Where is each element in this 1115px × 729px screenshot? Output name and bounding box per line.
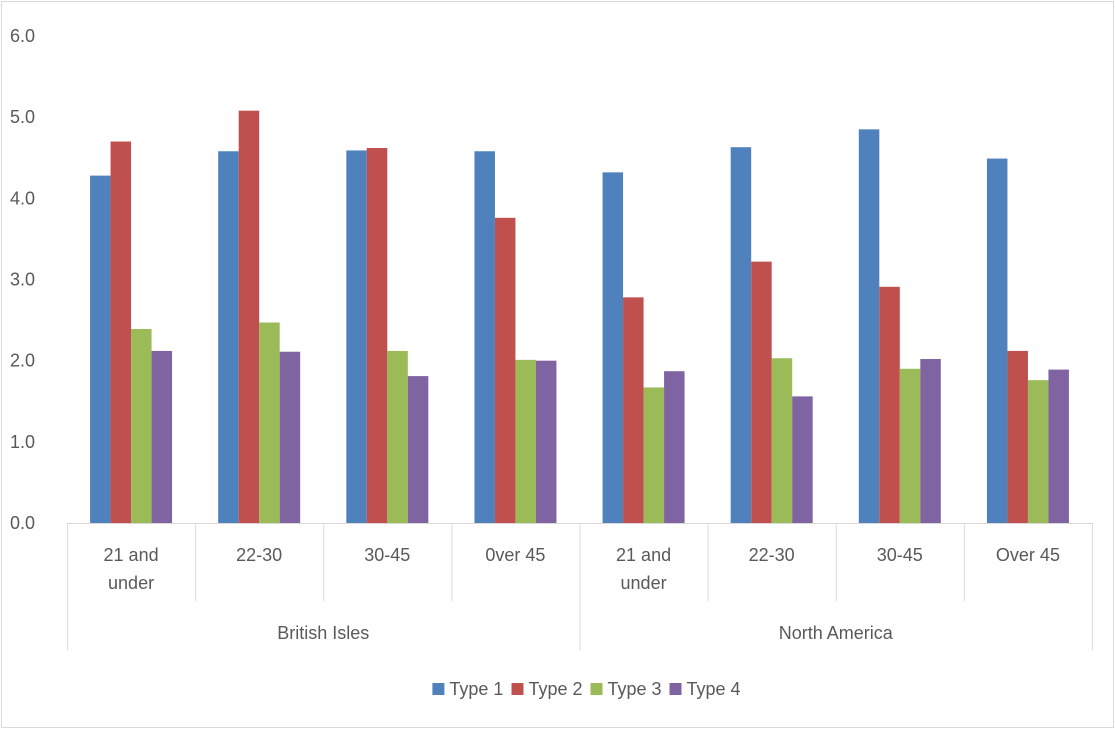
x-category-label: 30-45	[877, 545, 923, 565]
bar-type-4	[535, 360, 557, 523]
chart-bars	[90, 110, 1069, 524]
legend-label: Type 1	[449, 679, 503, 699]
bar-type-3	[899, 368, 921, 523]
bar-type-2	[623, 297, 644, 523]
y-tick-label: 3.0	[10, 270, 35, 290]
x-axis-labels: 21 and under 22-30 30-45 0ver 45 21 and under 2…	[104, 545, 1060, 643]
legend-swatch	[432, 683, 445, 695]
bar-type-4	[920, 359, 941, 523]
bar-type-2	[1007, 350, 1028, 523]
bar-type-3	[1027, 380, 1049, 523]
bar-type-3	[131, 329, 152, 523]
bar-type-4	[1048, 369, 1069, 523]
bar-type-2	[238, 110, 260, 524]
bar-type-1	[90, 175, 111, 524]
x-category-label: 30-45	[364, 545, 410, 565]
y-axis-labels: 0.0 1.0 2.0 3.0 4.0 5.0 6.0	[10, 26, 35, 533]
x-category-label: 21 and	[104, 545, 159, 565]
y-tick-label: 5.0	[10, 107, 35, 127]
x-axis	[67, 523, 1093, 650]
legend-item: Type 2	[511, 679, 583, 699]
legend-swatch	[590, 683, 603, 695]
x-category-label: 22-30	[749, 545, 795, 565]
x-category-label: 0ver 45	[485, 545, 545, 565]
x-category-label: Over 45	[996, 545, 1060, 565]
x-category-label: 21 and	[616, 545, 671, 565]
bar-type-1	[986, 158, 1008, 523]
legend: Type 1 Type 2 Type 3 Type 4	[432, 679, 741, 699]
bar-type-2	[366, 148, 388, 523]
x-category-label: under	[108, 573, 154, 593]
bar-type-1	[602, 172, 624, 524]
bar-type-4	[664, 371, 685, 523]
bar-type-3	[771, 358, 793, 523]
bar-type-3	[515, 359, 536, 523]
bar-type-2	[494, 217, 516, 523]
legend-label: Type 3	[608, 679, 662, 699]
y-tick-label: 2.0	[10, 351, 35, 371]
legend-item: Type 1	[432, 679, 503, 699]
x-category-label: under	[621, 573, 667, 593]
bar-type-4	[792, 396, 813, 523]
x-group-label: British Isles	[277, 623, 369, 643]
y-tick-label: 4.0	[10, 188, 35, 208]
legend-label: Type 4	[687, 679, 741, 699]
bar-type-4	[407, 376, 429, 523]
bar-type-1	[346, 150, 367, 523]
y-tick-label: 1.0	[10, 432, 35, 452]
legend-swatch	[669, 683, 682, 695]
y-tick-label: 6.0	[10, 26, 35, 46]
bar-type-2	[751, 261, 772, 523]
legend-swatch	[511, 683, 524, 695]
legend-label: Type 2	[529, 679, 583, 699]
bar-type-4	[151, 350, 173, 523]
bar-type-4	[279, 351, 301, 523]
bar-type-3	[643, 387, 665, 523]
y-tick-label: 0.0	[10, 513, 35, 533]
bar-type-1	[218, 151, 239, 523]
legend-item: Type 3	[590, 679, 662, 699]
bar-type-2	[879, 286, 900, 523]
bar-type-3	[259, 322, 280, 523]
bar-type-2	[110, 141, 132, 523]
bar-type-1	[730, 147, 752, 523]
bar-type-3	[387, 350, 408, 523]
bar-type-1	[858, 129, 880, 523]
legend-item: Type 4	[669, 679, 741, 699]
bar-type-1	[474, 151, 495, 523]
x-category-label: 22-30	[236, 545, 282, 565]
x-group-label: North America	[779, 623, 894, 643]
